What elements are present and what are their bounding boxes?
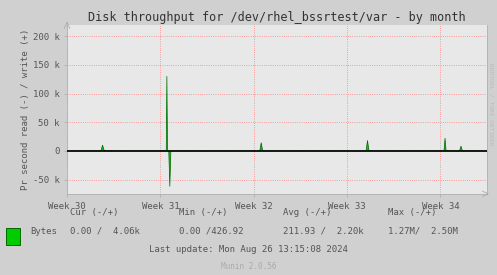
Text: Munin 2.0.56: Munin 2.0.56 <box>221 262 276 271</box>
Text: 0.00 /  4.06k: 0.00 / 4.06k <box>70 227 140 236</box>
Text: RRDTOOL / TOBI OETIKER: RRDTOOL / TOBI OETIKER <box>489 63 494 146</box>
Text: Min (-/+): Min (-/+) <box>179 208 227 217</box>
Title: Disk throughput for /dev/rhel_bssrtest/var - by month: Disk throughput for /dev/rhel_bssrtest/v… <box>88 10 466 24</box>
Text: Bytes: Bytes <box>30 227 57 236</box>
Text: 211.93 /  2.20k: 211.93 / 2.20k <box>283 227 364 236</box>
Text: Avg (-/+): Avg (-/+) <box>283 208 331 217</box>
Text: Max (-/+): Max (-/+) <box>388 208 436 217</box>
Bar <box>6 228 20 245</box>
Text: 0.00 /426.92: 0.00 /426.92 <box>179 227 244 236</box>
Y-axis label: Pr second read (-) / write (+): Pr second read (-) / write (+) <box>21 29 30 190</box>
Text: 1.27M/  2.50M: 1.27M/ 2.50M <box>388 227 458 236</box>
Text: Last update: Mon Aug 26 13:15:08 2024: Last update: Mon Aug 26 13:15:08 2024 <box>149 245 348 254</box>
Text: Cur (-/+): Cur (-/+) <box>70 208 118 217</box>
